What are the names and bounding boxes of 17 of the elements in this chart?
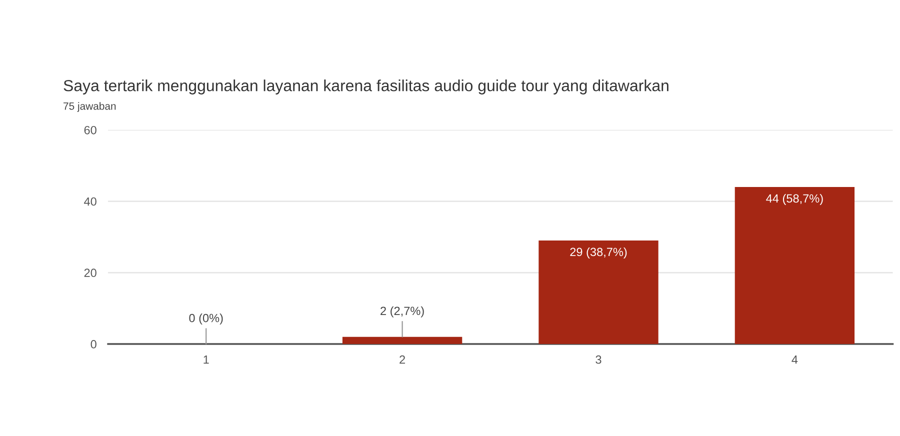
y-tick-label: 20 — [84, 268, 96, 278]
x-tick-label: 3 — [596, 355, 602, 364]
data-label: 0 (0%) — [189, 314, 223, 325]
y-tick-label: 0 — [90, 340, 96, 348]
bar — [734, 187, 855, 344]
chart-subtitle: 75 jawaban — [64, 102, 116, 112]
data-label: 29 (38,7%) — [570, 247, 627, 258]
data-label: 2 (2,7%) — [380, 306, 424, 318]
x-tick-label: 1 — [204, 356, 209, 364]
bar — [538, 240, 658, 344]
y-tick-label: 40 — [84, 197, 96, 206]
data-label: 44 (58,7%) — [766, 194, 823, 205]
bar — [342, 336, 462, 344]
x-tick-label: 4 — [792, 356, 798, 364]
chart-title: Saya tertarik menggunakan layanan karena fasilitas audio guide tour yang ditawarkan — [64, 80, 668, 94]
x-tick-label: 2 — [400, 355, 405, 364]
y-tick-label: 60 — [84, 126, 96, 134]
